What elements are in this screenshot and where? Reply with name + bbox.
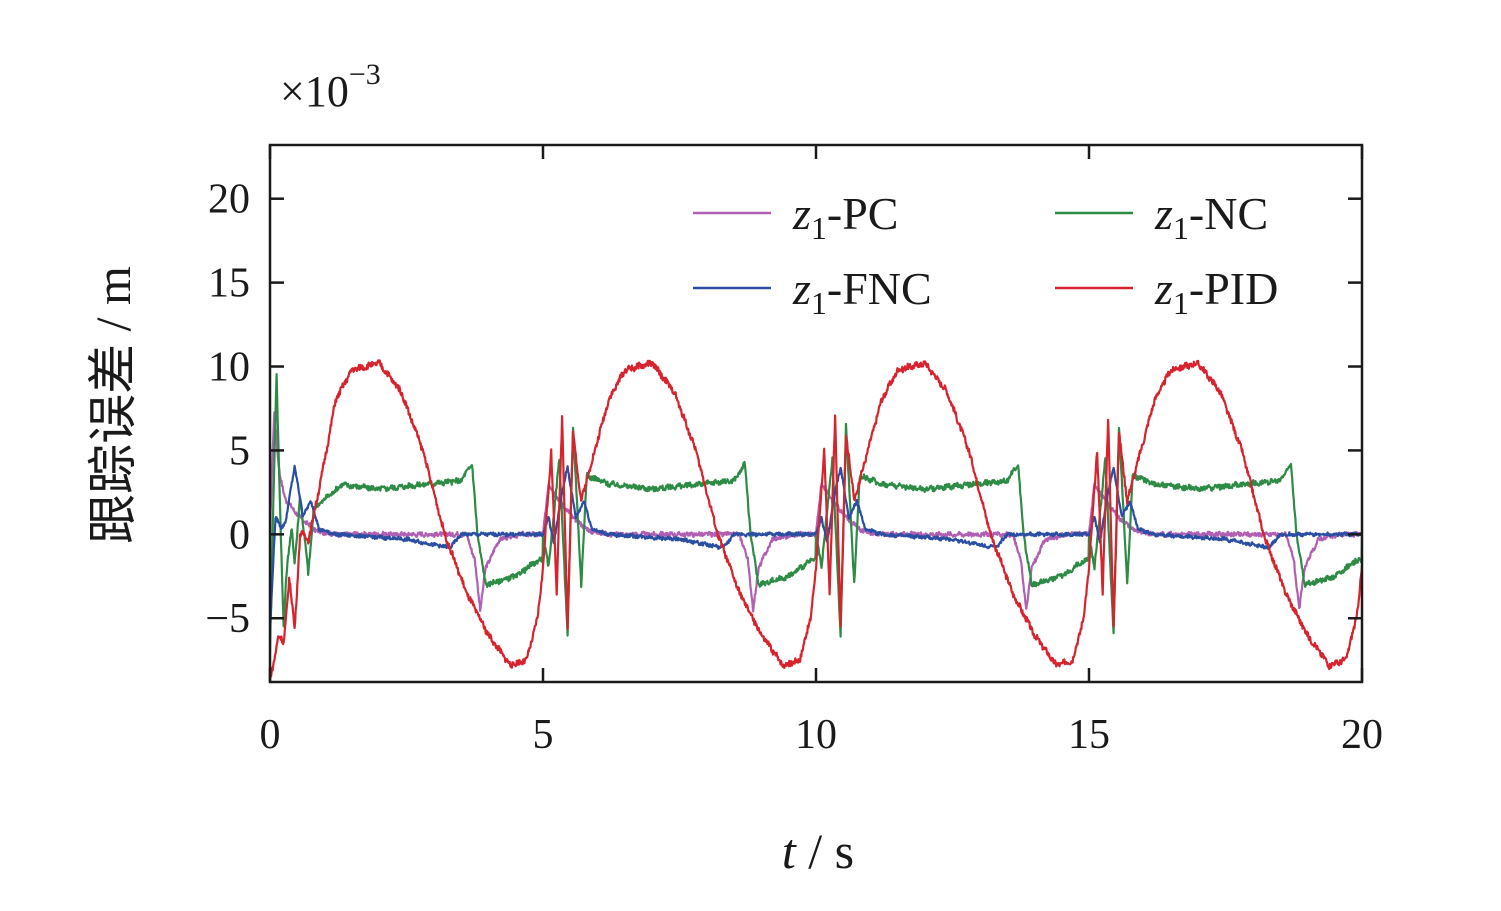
x-tick-label: 20 — [1341, 712, 1383, 758]
legend: z1-PC z1-NC z1-FNC z1-PID — [693, 188, 1278, 321]
series-line-pid — [270, 359, 1362, 678]
legend-label: z1-PID — [1154, 263, 1278, 321]
y-tick-label: −5 — [205, 596, 250, 642]
x-axis-title: t / s — [782, 823, 854, 879]
legend-label: z1-FNC — [792, 263, 932, 321]
series-line-nc — [270, 373, 1362, 654]
series-line-fnc — [270, 464, 1362, 636]
legend-label: z1-NC — [1154, 188, 1268, 246]
ticks-layer: 0 5 10 15 20 −5 0 5 10 15 20 — [205, 145, 1383, 758]
legend-label: z1-PC — [792, 188, 899, 246]
x-tick-label: 15 — [1068, 712, 1110, 758]
y-tick-label: 10 — [208, 345, 250, 391]
series-layer — [270, 359, 1362, 678]
y-tick-label: 0 — [229, 512, 250, 558]
series-line-pc — [270, 411, 1362, 613]
plot-frame — [268, 143, 1364, 684]
y-tick-label: 15 — [208, 261, 250, 307]
y-axis-title: 跟踪误差 / m — [85, 266, 141, 544]
x-tick-label: 0 — [260, 712, 281, 758]
y-tick-label: 5 — [229, 428, 250, 474]
y-tick-label: 20 — [208, 177, 250, 223]
y-multiplier: ×10−3 — [280, 58, 381, 116]
x-tick-label: 10 — [795, 712, 837, 758]
x-tick-label: 5 — [533, 712, 554, 758]
